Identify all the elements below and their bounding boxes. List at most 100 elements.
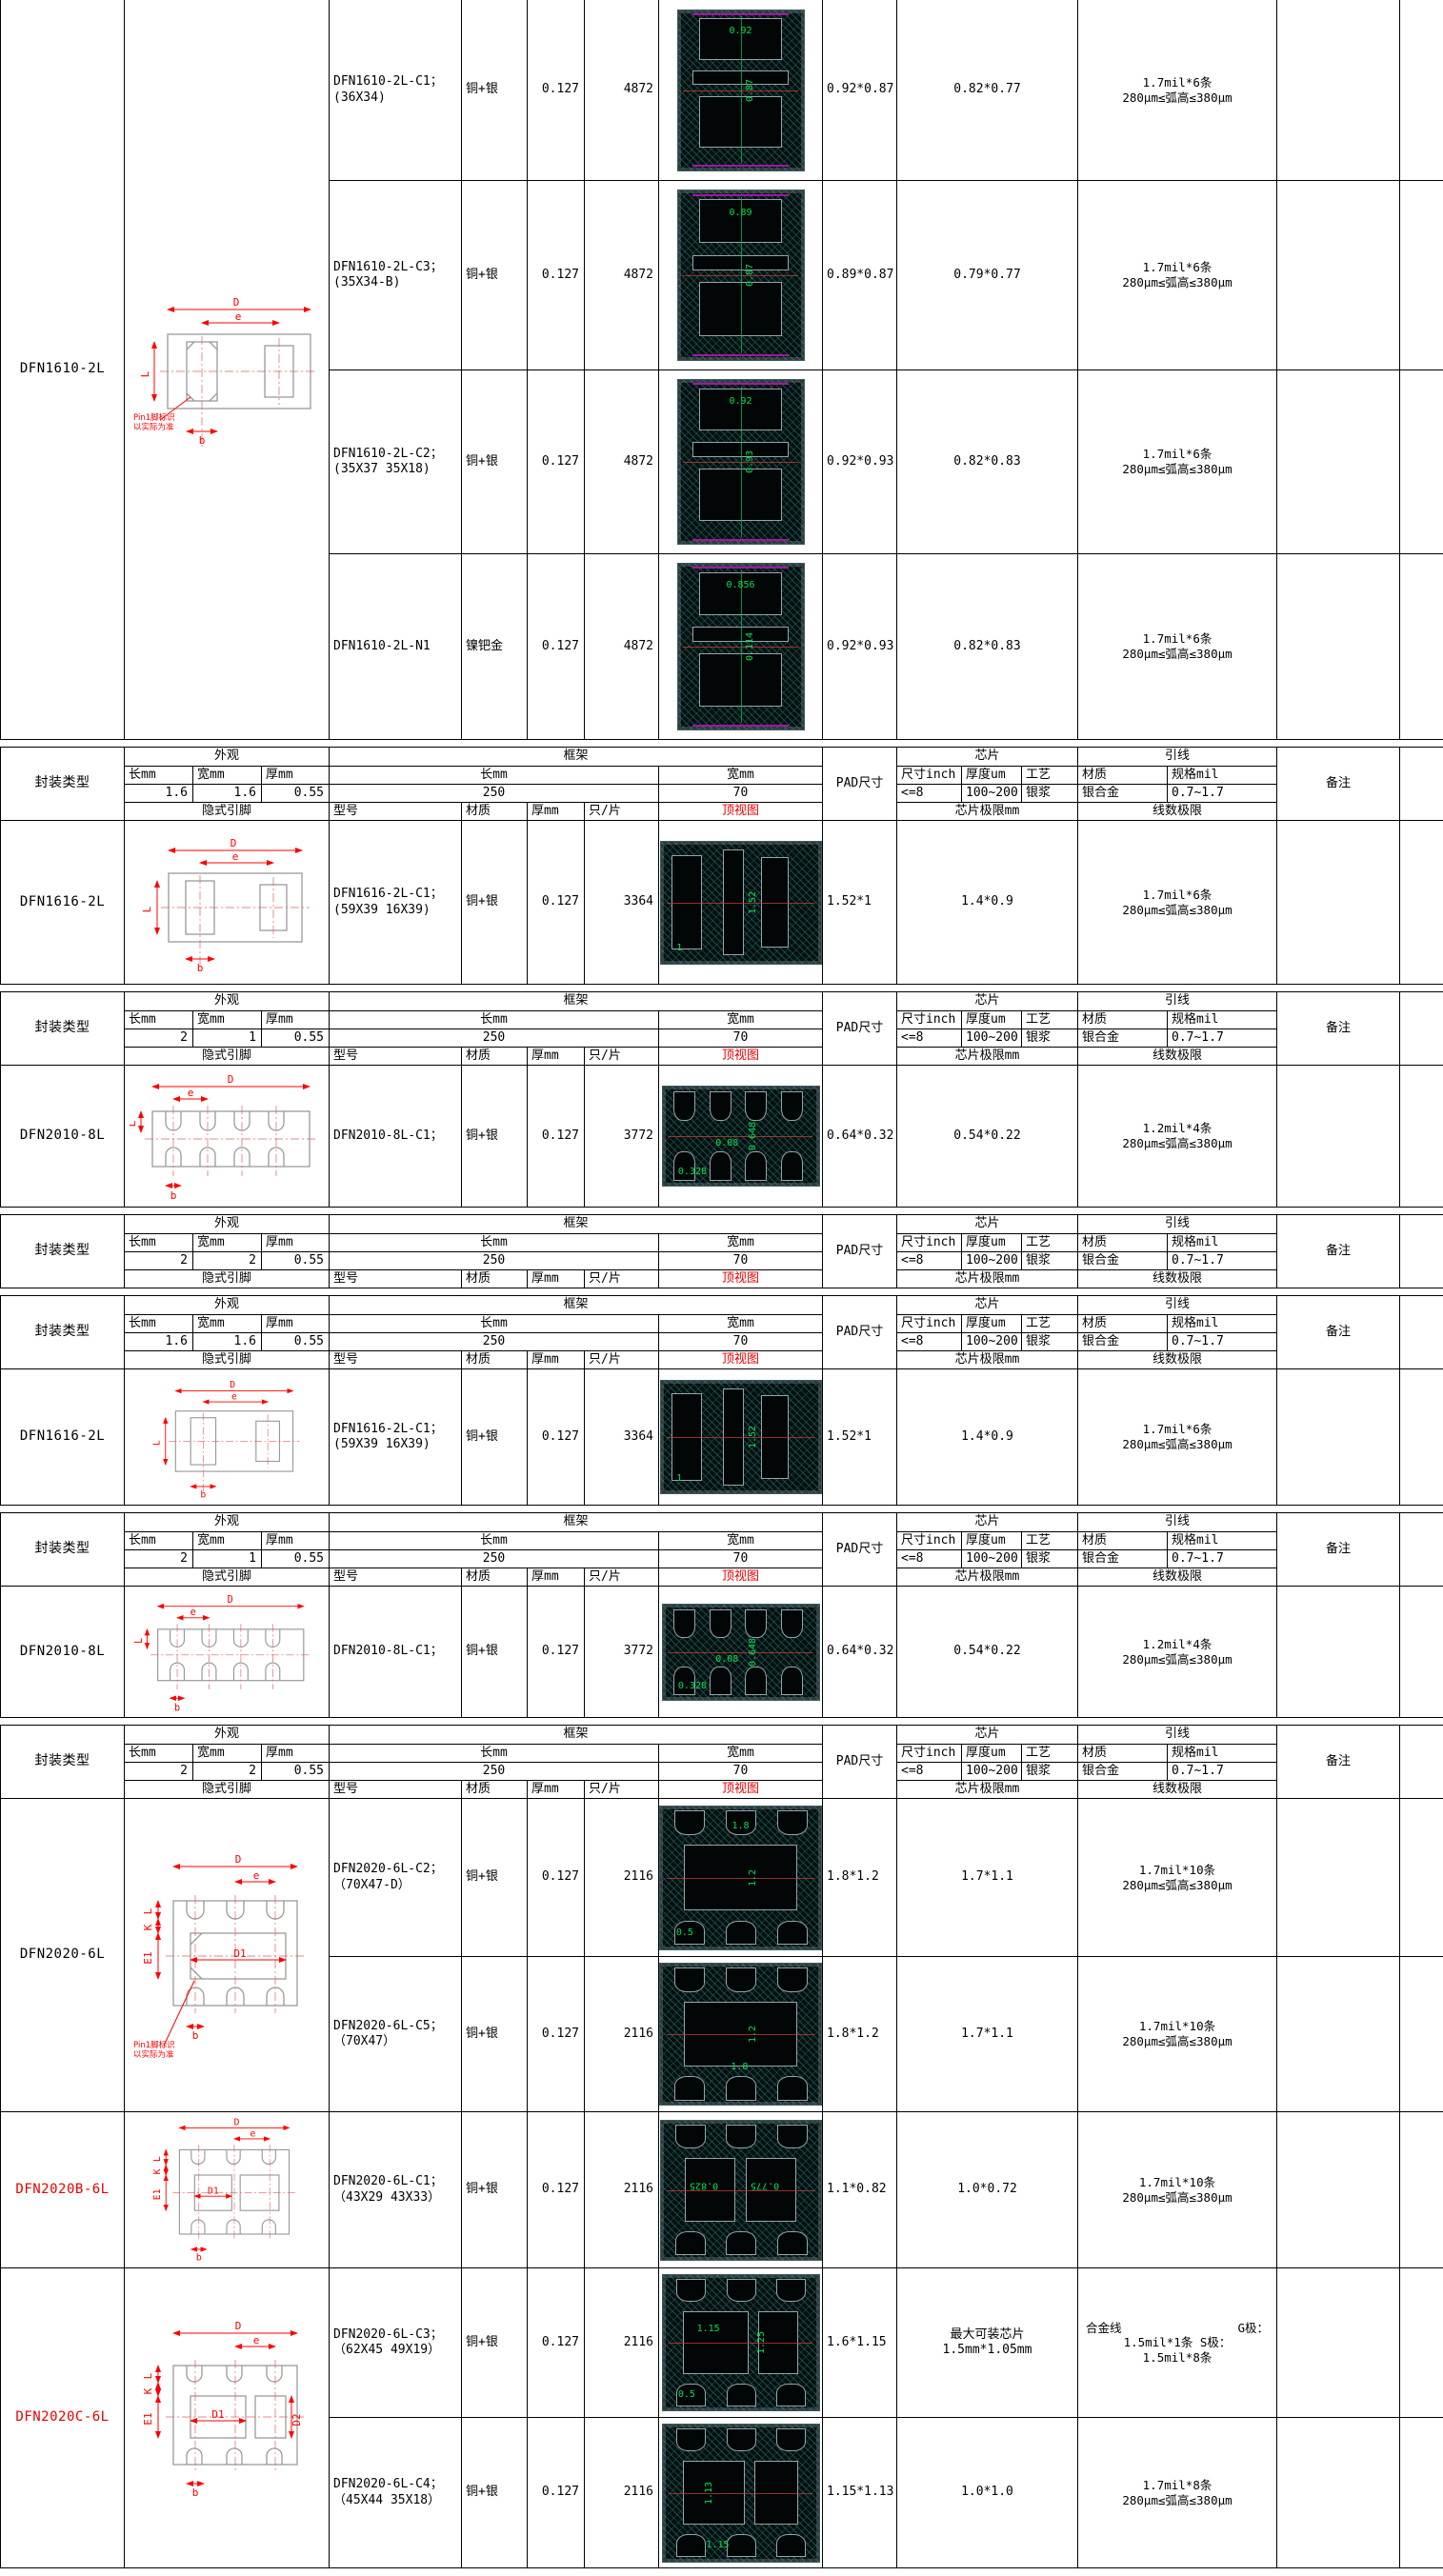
remark-cell <box>1277 0 1400 181</box>
wire-spec-label: 规格mil <box>1168 1234 1277 1252</box>
chip-craft-value: 银浆 <box>1022 1763 1078 1781</box>
hidden-pin-label: 隐式引脚 <box>125 1048 330 1066</box>
thickness-cell: 0.127 <box>528 2112 585 2268</box>
chip-thick-label: 厚度um <box>962 1745 1022 1763</box>
wire-limit-cell: 1.7mil*6条 280μm≤弧高≤380μm <box>1078 1369 1277 1506</box>
wire-limit-label: 线数极限 <box>1078 803 1277 821</box>
frame-wid-value: 70 <box>659 785 823 803</box>
chip-size-label: 尺寸inch <box>897 1011 962 1029</box>
pad-size-header: PAD尺寸 <box>823 992 897 1066</box>
topview-image: 0.92 0.87 <box>676 9 805 171</box>
wid-value: 2 <box>193 1763 262 1781</box>
edge-cell <box>1400 1513 1443 1587</box>
svg-text:D: D <box>235 1853 242 1866</box>
model-cell: DFN2020-6L-C3； （62X45 49X19） <box>330 2268 462 2418</box>
topview-image: 0.92 0.93 <box>676 379 805 545</box>
wire-spec-value: 0.7~1.7 <box>1168 1763 1277 1781</box>
frame-title: 框架 <box>330 992 823 1011</box>
wire-mat-value: 银合金 <box>1078 1763 1168 1781</box>
chip-thick-value: 100~200 <box>962 1763 1022 1781</box>
len-label: 长mm <box>125 1745 193 1763</box>
chip-craft-label: 工艺 <box>1022 1011 1078 1029</box>
pad-size-header: PAD尺寸 <box>823 1296 897 1369</box>
chip-craft-value: 银浆 <box>1022 1333 1078 1351</box>
wid-value: 1.6 <box>193 785 262 803</box>
chip-limit-cell: 0.82*0.83 <box>897 370 1078 554</box>
chip-limit-cell: 1.7*1.1 <box>897 1799 1078 1957</box>
svg-text:K: K <box>142 1924 154 1930</box>
chip-craft-value: 银浆 <box>1022 785 1078 803</box>
topview-cell: 0.92 0.87 <box>659 0 823 181</box>
topview-cell: 1.52 1 <box>659 1369 823 1506</box>
pcs-cell: 2116 <box>585 2112 659 2268</box>
thk-label: 厚mm <box>262 1532 330 1550</box>
chip-craft-label: 工艺 <box>1022 1234 1078 1252</box>
frame-wid-label: 宽mm <box>659 1234 823 1252</box>
chip-limit-cell: 1.4*0.9 <box>897 821 1078 985</box>
chip-size-label: 尺寸inch <box>897 1234 962 1252</box>
topview-cell: 0.648 0.08 0.328 <box>659 1066 823 1208</box>
svg-text:b: b <box>199 434 206 447</box>
package-label: DFN1610-2L <box>1 0 125 740</box>
package-type-header: 封装类型 <box>1 992 125 1066</box>
material-col-label: 材质 <box>462 803 528 821</box>
package-outline-drawing: D e L b <box>125 821 330 985</box>
appearance-title: 外观 <box>125 748 330 767</box>
frame-wid-label: 宽mm <box>659 1745 823 1763</box>
chip-limit-cell: 最大可装芯片 1.5mm*1.05mm <box>897 2268 1078 2418</box>
wire-mat-value: 银合金 <box>1078 1550 1168 1568</box>
pad-size-cell: 1.6*1.15 <box>823 2268 897 2418</box>
topview-cell: 1.13 1.15 <box>659 2418 823 2568</box>
material-cell: 铜+银 <box>462 2112 528 2268</box>
package-outline-drawing: D e L b Pin1脚标识 以实际为准 <box>125 0 330 740</box>
wid-label: 宽mm <box>193 1315 262 1333</box>
chip-craft-value: 银浆 <box>1022 1029 1078 1048</box>
wire-limit-cell: 1.7mil*8条 280μm≤弧高≤380μm <box>1078 2418 1277 2568</box>
chip-craft-label: 工艺 <box>1022 1745 1078 1763</box>
svg-text:D1: D1 <box>208 2186 219 2196</box>
edge-cell <box>1400 1066 1443 1208</box>
pad-size-cell: 1.52*1 <box>823 1369 897 1506</box>
pcs-col-label: 只/片 <box>585 1048 659 1066</box>
thk-value: 0.55 <box>262 1333 330 1351</box>
model-cell: DFN1616-2L-C1； (59X39 16X39) <box>330 821 462 985</box>
frame-len-label: 长mm <box>330 1234 659 1252</box>
material-cell: 铜+银 <box>462 2268 528 2418</box>
topview-image: 0.648 0.08 0.328 <box>661 1603 820 1701</box>
topview-cell: 1.15 1.25 0.5 <box>659 2268 823 2418</box>
len-value: 1.6 <box>125 1333 193 1351</box>
chip-title: 芯片 <box>897 748 1078 767</box>
chip-size-value: <=8 <box>897 1029 962 1048</box>
frame-wid-label: 宽mm <box>659 1532 823 1550</box>
frame-len-value: 250 <box>330 1252 659 1270</box>
material-cell: 铜+银 <box>462 1587 528 1718</box>
model-cell: DFN1610-2L-C3； (35X34-B) <box>330 181 462 370</box>
pad-size-cell: 1.52*1 <box>823 821 897 985</box>
chip-limit-cell: 0.82*0.83 <box>897 554 1078 740</box>
model-cell: DFN2020-6L-C4； （45X44 35X18） <box>330 2418 462 2568</box>
dfn8l-outline: D e L b <box>133 1595 310 1713</box>
frame-title: 框架 <box>330 748 823 767</box>
edge-cell <box>1400 181 1443 370</box>
svg-text:L: L <box>133 1637 144 1643</box>
model-cell: DFN2010-8L-C1； <box>330 1066 462 1208</box>
wire-limit-cell: 1.7mil*10条 280μm≤弧高≤380μm <box>1078 1799 1277 1957</box>
thk-label: 厚mm <box>262 767 330 785</box>
wire-mat-label: 材质 <box>1078 1532 1168 1550</box>
thickness-cell: 0.127 <box>528 821 585 985</box>
model-cell: DFN2020-6L-C1； （43X29 43X33） <box>330 2112 462 2268</box>
svg-text:E1: E1 <box>142 1951 154 1964</box>
remark-cell <box>1277 2112 1400 2268</box>
chip-limit-cell: 0.82*0.77 <box>897 0 1078 181</box>
edge-cell <box>1400 1726 1443 1799</box>
wire-spec-value: 0.7~1.7 <box>1168 1333 1277 1351</box>
group-dfn1610-2l: DFN1610-2L D e L b Pin1脚标识 以实际为准 <box>0 0 1443 740</box>
wire-limit-cell: 1.7mil*10条 280μm≤弧高≤380μm <box>1078 2112 1277 2268</box>
thk-label: 厚mm <box>262 1315 330 1333</box>
thk-value: 0.55 <box>262 785 330 803</box>
material-cell: 铜+银 <box>462 1799 528 1957</box>
chip-thick-value: 100~200 <box>962 1550 1022 1568</box>
package-label: DFN1616-2L <box>1 1369 125 1506</box>
svg-text:D: D <box>230 1380 235 1390</box>
